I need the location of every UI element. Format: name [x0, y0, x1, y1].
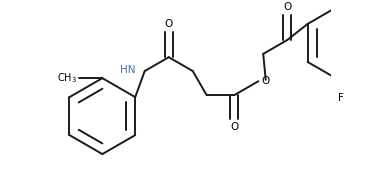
Text: O: O — [165, 19, 173, 29]
Text: O: O — [261, 76, 270, 86]
Text: CH$_3$: CH$_3$ — [57, 71, 77, 85]
Text: O: O — [283, 2, 291, 12]
Text: O: O — [230, 122, 239, 132]
Text: HN: HN — [121, 65, 136, 75]
Text: F: F — [338, 93, 344, 103]
